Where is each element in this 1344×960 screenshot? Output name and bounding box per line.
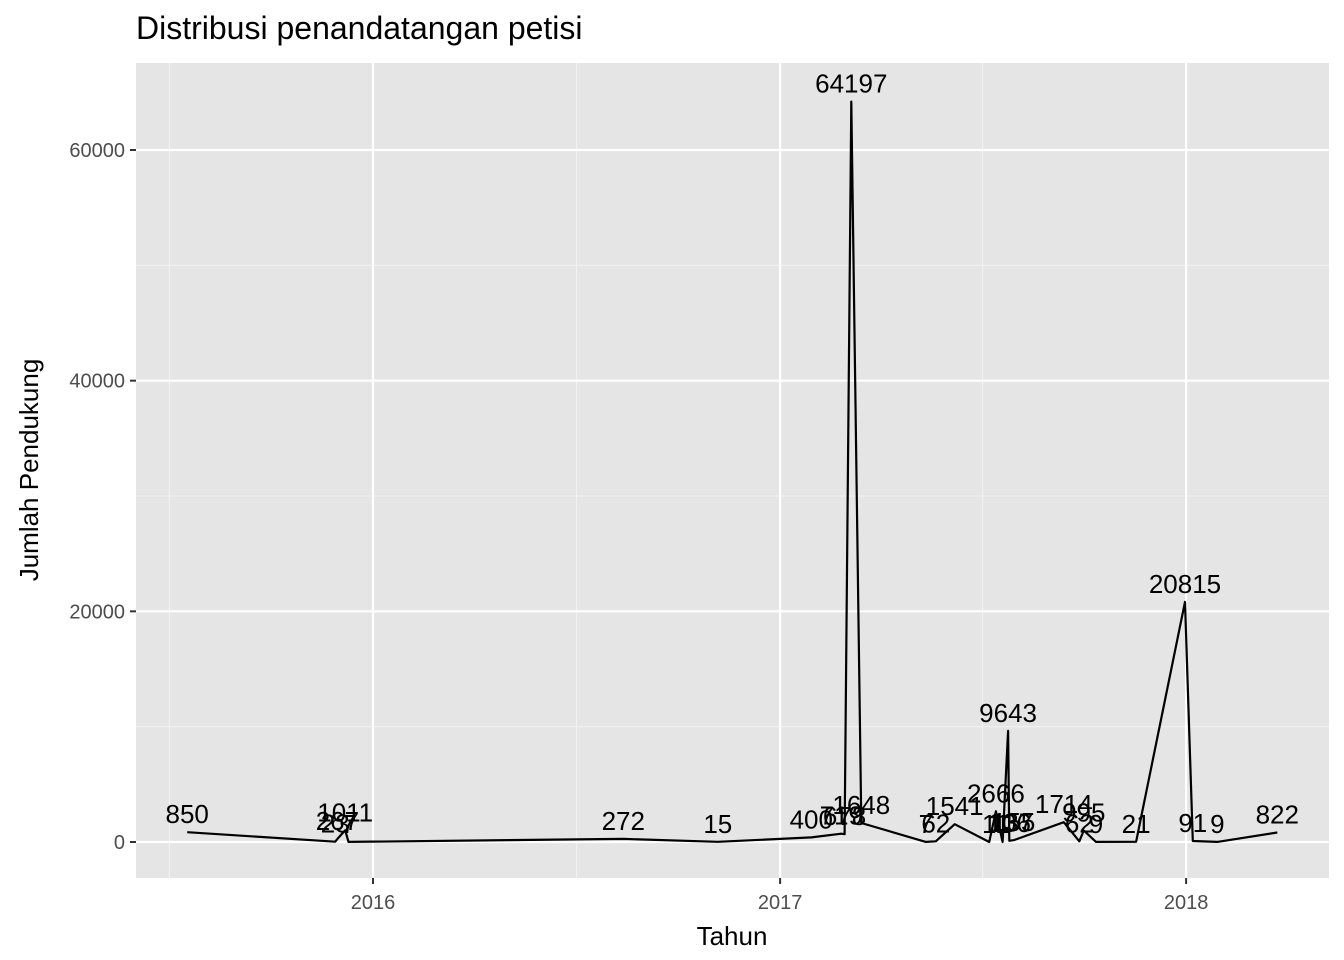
data-label: 267	[316, 806, 359, 836]
data-label: 21	[1122, 809, 1151, 839]
y-tick-label: 20000	[69, 601, 125, 623]
data-label: 9	[1210, 809, 1224, 839]
data-label: 9643	[979, 698, 1037, 728]
data-label: 9	[1089, 809, 1103, 839]
data-label: 7	[341, 809, 355, 839]
data-label: 106	[988, 808, 1031, 838]
data-label: 91	[1178, 808, 1207, 838]
data-label: 62	[1065, 808, 1094, 838]
data-label: 719	[820, 801, 863, 831]
x-axis-title: Tahun	[697, 921, 768, 951]
x-tick-label: 2018	[1164, 892, 1209, 914]
data-label: 2666	[967, 778, 1025, 808]
data-label: 64197	[815, 69, 887, 99]
minor-grid	[136, 63, 1329, 878]
data-label: 15	[703, 809, 732, 839]
chart-title: Distribusi penandatangan petisi	[136, 10, 583, 46]
data-label: 822	[1256, 800, 1299, 830]
series-line	[187, 100, 1278, 844]
x-tick-label: 2017	[758, 892, 803, 914]
data-label: 850	[166, 799, 209, 829]
data-label: 62	[921, 808, 950, 838]
plot-panel	[136, 63, 1329, 878]
data-label: 155	[992, 807, 1035, 837]
y-axis-title: Jumlah Pendukung	[14, 359, 44, 582]
data-label: 1011	[317, 797, 373, 827]
x-axis: 2016 2017 2018	[351, 878, 1209, 914]
x-tick-label: 2016	[351, 892, 396, 914]
y-axis: 0 20000 40000 60000	[69, 140, 136, 854]
data-label: 1714	[1035, 789, 1093, 819]
y-tick-label: 0	[114, 832, 125, 854]
data-label: 995	[1062, 798, 1105, 828]
y-tick-label: 40000	[69, 371, 125, 393]
data-label: 23	[321, 809, 350, 839]
data-label: 1	[982, 809, 996, 839]
data-label: 272	[602, 806, 645, 836]
data-label: 1	[995, 809, 1009, 839]
data-label: 678	[823, 801, 866, 831]
data-label: 7	[919, 809, 933, 839]
data-label: 1541	[926, 791, 984, 821]
data-label: 20815	[1149, 569, 1221, 599]
data-label: 400	[790, 804, 833, 834]
data-label: 1648	[832, 790, 890, 820]
data-label: 137	[990, 807, 1033, 837]
y-tick-label: 60000	[69, 140, 125, 162]
